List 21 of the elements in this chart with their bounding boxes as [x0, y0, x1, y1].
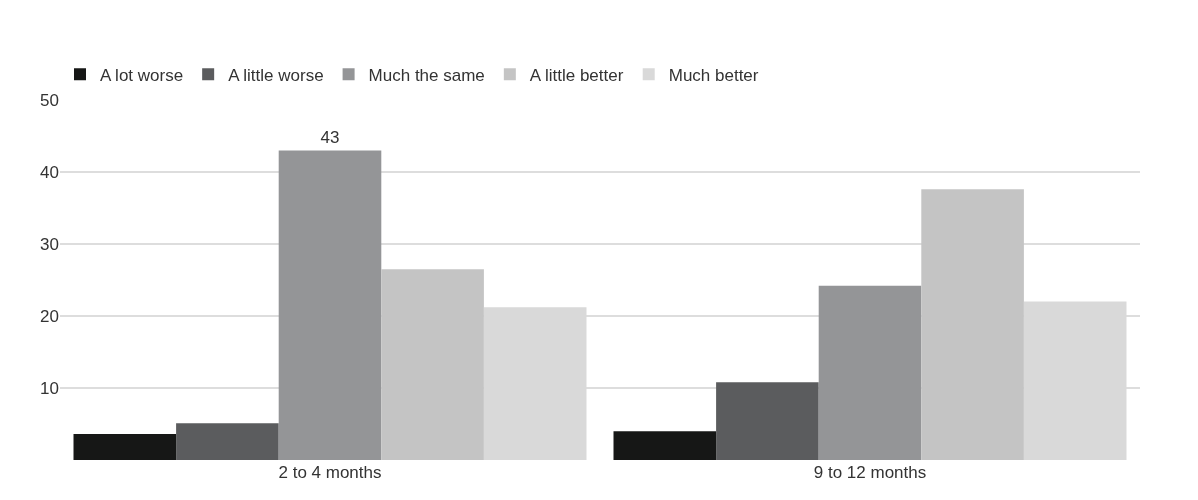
data-label: 43 [320, 128, 340, 148]
bar [716, 382, 819, 460]
y-tick-label: 20 [40, 306, 59, 326]
legend-label: Much better [668, 65, 759, 85]
bar [278, 150, 382, 460]
y-tick-label: 50 [40, 90, 59, 110]
x-tick-label: 2 to 4 months [278, 463, 382, 482]
bar [73, 434, 177, 460]
y-tick-label: 10 [40, 378, 59, 398]
legend-label: A little worse [228, 65, 324, 85]
legend-label: Much the same [368, 65, 485, 85]
bar [613, 431, 717, 460]
y-tick-label: 40 [40, 162, 59, 182]
bar [176, 423, 279, 460]
x-tick-label: 9 to 12 months [813, 463, 927, 482]
legend-label: A little better [529, 65, 624, 85]
y-tick-label: 30 [40, 234, 59, 254]
bar [921, 189, 1024, 460]
bar [818, 285, 922, 460]
bar [381, 269, 484, 460]
legend-label: A lot worse [100, 65, 184, 85]
